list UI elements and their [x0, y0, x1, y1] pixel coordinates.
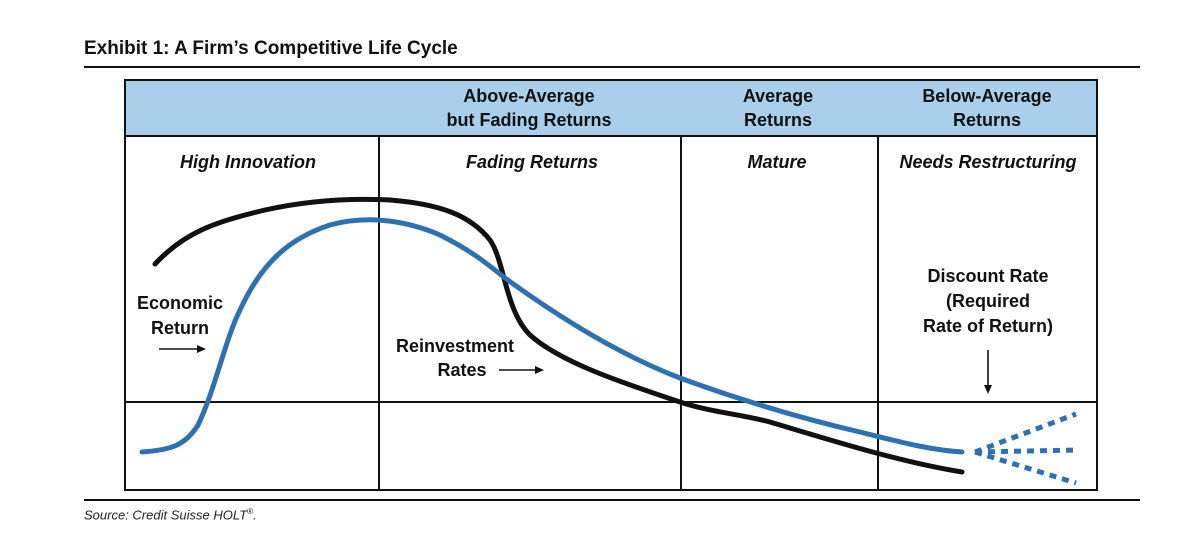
registered-mark: ® — [247, 507, 253, 516]
dashed-projection-upper — [974, 411, 1077, 455]
source-period: . — [252, 507, 257, 523]
reinvestment-rate-curve — [152, 196, 965, 475]
dashed-projection-middle — [974, 447, 1079, 455]
reinvestment-label-line2: Rates — [437, 360, 486, 380]
header-above-average-line2: but Fading Returns — [447, 110, 612, 130]
header-band — [125, 80, 1097, 136]
discount-rate-label-line3: Rate of Return) — [923, 316, 1053, 336]
exhibit-title: Exhibit 1: A Firm’s Competitive Life Cyc… — [84, 38, 458, 59]
discount-rate-label-line1: Discount Rate — [927, 266, 1048, 286]
stage-fading-returns: Fading Returns — [466, 152, 598, 172]
discount-rate-arrowhead — [984, 385, 992, 394]
stage-high-innovation: High Innovation — [180, 152, 316, 172]
source-note: Source: Credit Suisse HOLT®. — [84, 507, 257, 522]
economic-return-label-line1: Economic — [137, 293, 223, 313]
header-below-average-line1: Below-Average — [922, 86, 1051, 106]
reinvestment-arrowhead — [535, 366, 544, 374]
discount-rate-label-line2: (Required — [946, 291, 1030, 311]
economic-return-arrowhead — [197, 345, 206, 353]
stage-mature: Mature — [747, 152, 806, 172]
reinvestment-label-line1: Reinvestment — [396, 336, 514, 356]
header-average-line2: Returns — [744, 110, 812, 130]
economic-return-label-line2: Return — [151, 318, 209, 338]
source-text: Source: Credit Suisse HOLT — [84, 507, 248, 523]
header-below-average-line2: Returns — [953, 110, 1021, 130]
header-above-average-line1: Above-Average — [463, 86, 594, 106]
top-rule — [84, 66, 1140, 68]
bottom-rule — [84, 499, 1140, 501]
header-average-line1: Average — [743, 86, 813, 106]
dashed-projection-lower — [974, 449, 1077, 486]
stage-needs-restructuring: Needs Restructuring — [899, 152, 1076, 172]
economic-return-curve — [139, 217, 965, 455]
diagram-frame — [124, 79, 1098, 491]
